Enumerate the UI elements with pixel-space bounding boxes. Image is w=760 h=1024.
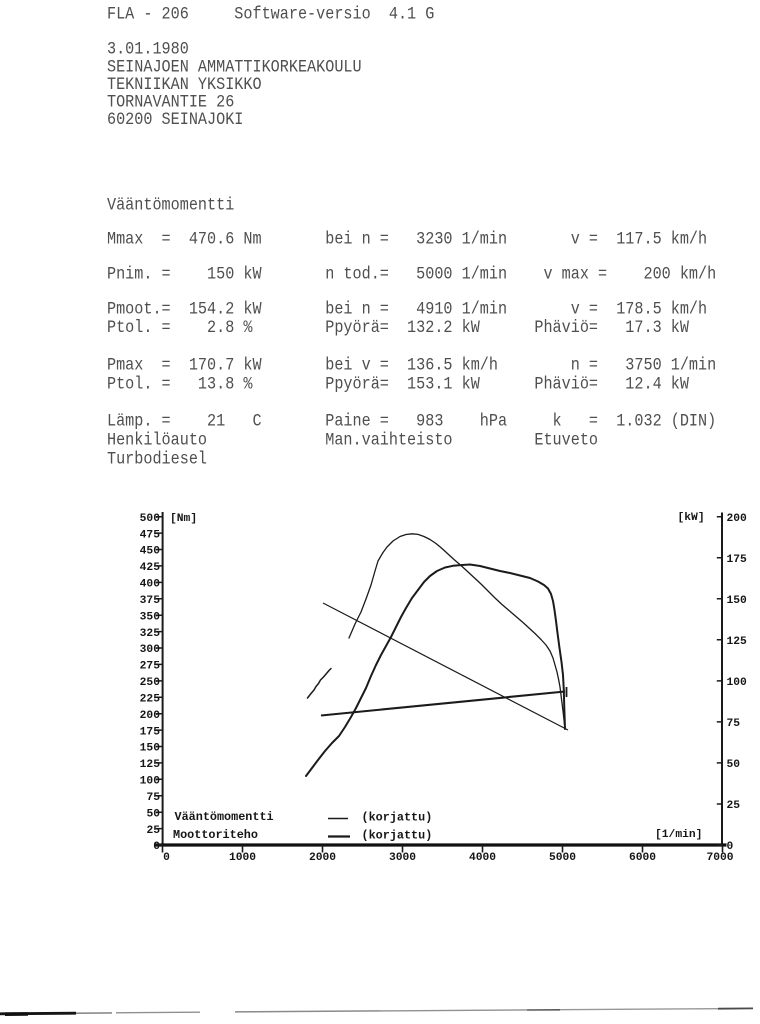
svg-text:5000: 5000 [549,852,576,864]
svg-text:100: 100 [727,677,748,689]
svg-text:500: 500 [140,513,161,525]
svg-text:225: 225 [140,694,161,706]
svg-text:175: 175 [140,726,161,738]
svg-text:3.01.1980: 3.01.1980 [107,39,189,59]
svg-text:Ptol. = 2.8 % Ppyörä: Ptol. = 2.8 % Ppyörä= 132.2 kW Phäviö= 1… [107,317,689,337]
svg-text:Henkilöauto Man.va: Henkilöauto Man.vaihteisto Etuveto [107,430,598,450]
svg-text:SEINAJOEN AMMATTIKORKEAKOULU: SEINAJOEN AMMATTIKORKEAKOULU [107,56,362,76]
svg-text:200: 200 [727,513,748,525]
svg-text:2000: 2000 [309,852,336,864]
svg-text:Vääntömomentti: Vääntömomentti [175,810,274,824]
svg-text:3000: 3000 [389,852,416,864]
svg-text:175: 175 [727,554,748,566]
svg-text:Turbodiesel: Turbodiesel [107,448,207,468]
svg-text:275: 275 [140,661,161,673]
svg-text:7000: 7000 [706,852,733,864]
svg-text:[1/min]: [1/min] [655,829,702,841]
svg-text:0: 0 [163,852,170,864]
svg-text:60200 SEINAJOKI: 60200 SEINAJOKI [107,109,243,129]
svg-text:475: 475 [140,529,161,541]
svg-text:50: 50 [146,808,160,820]
svg-text:0: 0 [153,841,160,853]
svg-text:FLA - 206 Software-versio: FLA - 206 Software-versio 4.1 G [107,3,434,23]
svg-text:375: 375 [140,595,161,607]
svg-text:Pmax = 170.7 kW bei v: Pmax = 170.7 kW bei v = 136.5 km/h n = 3… [107,355,716,375]
svg-text:400: 400 [140,579,161,591]
svg-text:(korjattu): (korjattu) [362,811,433,825]
svg-text:1000: 1000 [229,852,256,864]
svg-text:25: 25 [146,825,160,837]
svg-text:75: 75 [727,718,741,730]
svg-text:125: 125 [140,759,161,771]
svg-text:75: 75 [146,792,160,804]
svg-text:[Nm]: [Nm] [170,513,197,525]
svg-text:125: 125 [727,636,748,648]
svg-text:325: 325 [140,628,161,640]
svg-text:(korjattu): (korjattu) [362,829,433,843]
svg-text:Pnim. = 150 kW n tod.: Pnim. = 150 kW n tod.= 5000 1/min v max … [107,264,716,284]
svg-text:Mmax = 470.6 Nm bei n: Mmax = 470.6 Nm bei n = 3230 1/min v = 1… [107,228,707,248]
svg-text:0: 0 [727,841,734,853]
svg-text:150: 150 [727,595,748,607]
svg-text:150: 150 [140,743,161,755]
svg-text:300: 300 [140,644,161,656]
svg-text:4000: 4000 [469,852,496,864]
svg-text:[kW]: [kW] [678,512,705,524]
svg-text:Pmoot.= 154.2 kW bei n: Pmoot.= 154.2 kW bei n = 4910 1/min v = … [107,299,707,319]
svg-text:Lämp. = 21 C Paine: Lämp. = 21 C Paine = 983 hPa k = 1.032 (… [107,411,716,431]
svg-text:6000: 6000 [629,852,656,864]
svg-text:350: 350 [140,611,161,623]
svg-text:Vääntömomentti: Vääntömomentti [107,194,234,214]
svg-text:TORNAVANTIE 26: TORNAVANTIE 26 [107,91,234,111]
svg-text:250: 250 [140,677,161,689]
svg-text:450: 450 [140,546,161,558]
svg-text:425: 425 [140,562,161,574]
svg-text:Moottoriteho: Moottoriteho [173,828,258,842]
svg-text:25: 25 [727,800,741,812]
svg-text:Ptol. = 13.8 % Ppyörä: Ptol. = 13.8 % Ppyörä= 153.1 kW Phäviö= … [107,373,689,393]
svg-text:100: 100 [140,776,161,788]
svg-text:50: 50 [727,759,741,771]
svg-text:TEKNIIKAN YKSIKKO: TEKNIIKAN YKSIKKO [107,74,262,94]
svg-text:200: 200 [140,710,161,722]
